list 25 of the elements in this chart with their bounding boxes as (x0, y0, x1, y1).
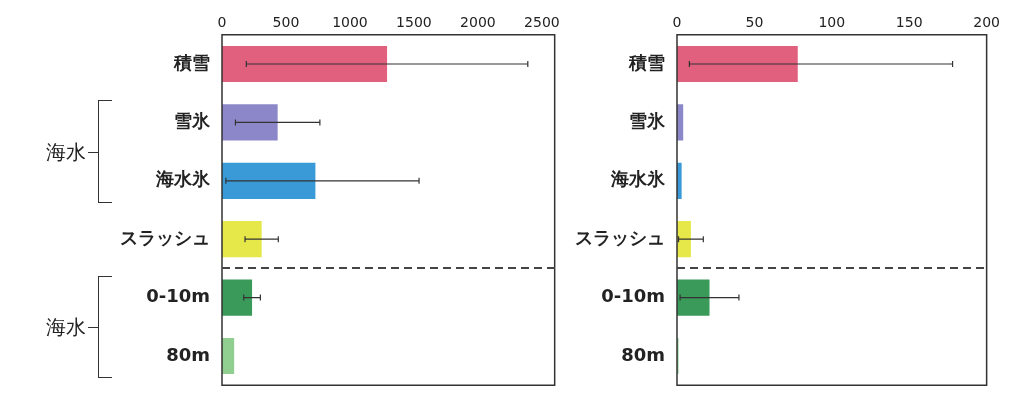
x-tick-label: 100 (818, 14, 846, 31)
x-tick-label: 500 (272, 14, 300, 31)
x-tick-label: 2500 (524, 14, 560, 31)
y-tick-label: 80m (166, 343, 210, 365)
y-tick-label: スラッシュ (120, 226, 210, 248)
x-tick-label: 50 (745, 14, 764, 31)
y-tick-label: 雪氷 (174, 110, 211, 132)
x-tick-label: 200 (973, 14, 1001, 31)
y-tick-label: 積雪 (628, 51, 665, 73)
y-tick-label: 海水氷 (610, 168, 666, 190)
x-tick-label: 2000 (460, 14, 496, 31)
y-tick-label: 雪氷 (629, 110, 666, 132)
y-tick-label: 積雪 (173, 51, 210, 73)
text: 海水 (46, 313, 86, 341)
text: 海水 (46, 138, 86, 166)
x-tick-label: 0 (217, 14, 227, 31)
x-tick-label: 0 (672, 14, 682, 31)
y-tick-label: 0-10m (601, 285, 665, 307)
x-tick-label: 150 (895, 14, 923, 31)
x-tick-label: 1000 (332, 14, 368, 31)
y-tick-label: 海水氷 (155, 168, 211, 190)
y-tick-label: 0-10m (146, 285, 210, 307)
y-tick-label: 80m (621, 343, 665, 365)
y-tick-label: スラッシュ (575, 226, 665, 248)
x-tick-label: 1500 (396, 14, 432, 31)
